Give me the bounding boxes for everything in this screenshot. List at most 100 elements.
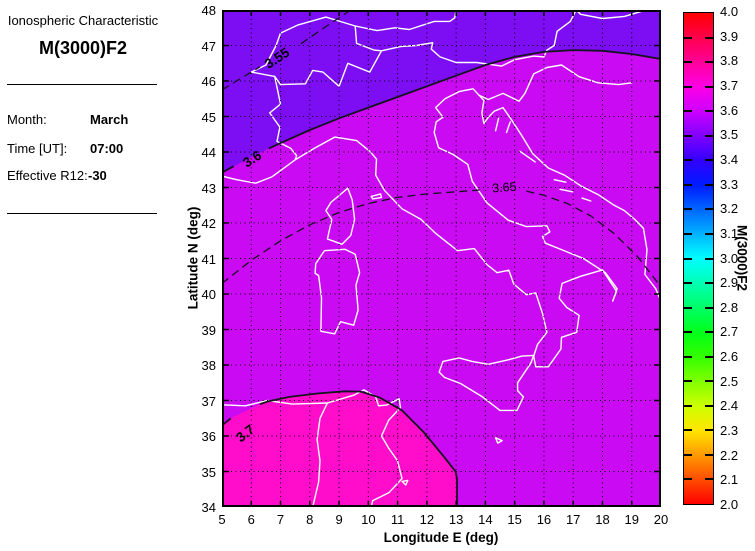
x-tick-label: 12 bbox=[419, 512, 435, 527]
coastline bbox=[370, 193, 383, 200]
colorbar-tick-label: 2.7 bbox=[720, 324, 739, 340]
x-tick-label: 13 bbox=[448, 512, 464, 527]
x-axis-label: Longitude E (deg) bbox=[383, 530, 499, 545]
time-value: 07:00 bbox=[90, 141, 124, 156]
colorbar-tick bbox=[705, 110, 713, 113]
colorbar-label: M(3000)F2 bbox=[734, 224, 750, 292]
x-tick-label: 11 bbox=[390, 512, 405, 527]
colorbar-tick bbox=[684, 232, 692, 235]
time-label: Time [UT]: bbox=[7, 141, 68, 156]
colorbar-tick-label: 3.6 bbox=[720, 102, 739, 118]
colorbar-tick bbox=[705, 61, 713, 64]
y-tick-label: 39 bbox=[201, 322, 216, 338]
colorbar-tick-label: 3.2 bbox=[720, 201, 739, 217]
colorbar-tick-label: 2.9 bbox=[720, 275, 739, 291]
divider-bottom bbox=[7, 213, 157, 214]
colorbar-tick-label: 3.9 bbox=[720, 28, 739, 44]
colorbar-tick bbox=[684, 306, 692, 309]
contour-line-3.65 bbox=[526, 190, 662, 288]
colorbar-tick-label: 3.0 bbox=[720, 250, 739, 266]
coastline bbox=[553, 179, 567, 183]
colorbar-tick bbox=[684, 282, 692, 285]
x-tick-label: 9 bbox=[335, 512, 343, 527]
x-tick-label: 17 bbox=[565, 512, 581, 527]
colorbar-tick bbox=[705, 85, 713, 88]
colorbar-tick bbox=[684, 208, 692, 211]
colorbar-tick bbox=[705, 134, 713, 137]
coastline bbox=[269, 75, 298, 161]
coastline bbox=[438, 354, 535, 412]
y-tick-label: 47 bbox=[201, 38, 216, 54]
r12-label: Effective R12: bbox=[7, 168, 88, 183]
colorbar-tick-label: 2.3 bbox=[720, 423, 739, 439]
colorbar-tick bbox=[684, 183, 692, 186]
colorbar-tick-label: 3.7 bbox=[720, 77, 739, 93]
colorbar-tick bbox=[684, 85, 692, 88]
y-tick-label: 34 bbox=[201, 500, 216, 515]
colorbar-tick bbox=[705, 355, 713, 358]
coastline bbox=[478, 64, 633, 102]
contour-label-3.65: 3.65 bbox=[492, 180, 517, 196]
colorbar-tick bbox=[705, 453, 713, 456]
coastline bbox=[221, 88, 662, 368]
y-tick-label: 37 bbox=[201, 393, 216, 409]
x-tick-label: 5 bbox=[218, 512, 226, 527]
coastline bbox=[380, 9, 577, 67]
coastline bbox=[494, 117, 500, 132]
colorbar-tick-label: 2.8 bbox=[720, 299, 739, 315]
coastline bbox=[494, 437, 503, 444]
colorbar-tick-label: 2.2 bbox=[720, 447, 739, 463]
x-tick-label: 8 bbox=[306, 512, 314, 527]
colorbar-tick bbox=[705, 208, 713, 211]
colorbar-tick bbox=[705, 36, 713, 39]
x-tick-label: 6 bbox=[247, 512, 255, 527]
colorbar-tick bbox=[705, 404, 713, 407]
month-row: Month: March bbox=[0, 112, 220, 128]
y-tick-label: 42 bbox=[201, 216, 216, 231]
colorbar-tick bbox=[684, 36, 692, 39]
coastline bbox=[312, 402, 329, 508]
r12-row: Effective R12: -30 bbox=[0, 168, 220, 184]
colorbar-tick bbox=[705, 306, 713, 309]
y-tick-label: 48 bbox=[201, 3, 216, 18]
colorbar-tick bbox=[684, 453, 692, 456]
colorbar-tick-label: 2.1 bbox=[720, 472, 739, 488]
colorbar-tick-label: 2.6 bbox=[720, 349, 739, 365]
coastline bbox=[354, 9, 457, 32]
colorbar-tick bbox=[684, 257, 692, 260]
x-tick-label: 19 bbox=[624, 512, 639, 527]
coastline bbox=[581, 197, 592, 202]
colorbar-tick bbox=[705, 380, 713, 383]
coastline bbox=[519, 150, 536, 163]
y-tick-label: 35 bbox=[201, 464, 216, 480]
y-tick-label: 36 bbox=[201, 429, 216, 444]
colorbar-tick bbox=[705, 257, 713, 260]
colorbar-tick bbox=[684, 355, 692, 358]
colorbar-tick bbox=[705, 331, 713, 334]
colorbar-tick-label: 3.4 bbox=[720, 151, 739, 167]
colorbar-tick-label: 3.1 bbox=[720, 225, 739, 241]
x-tick-label: 18 bbox=[595, 512, 610, 527]
colorbar-tick-label: 3.5 bbox=[720, 127, 739, 143]
colorbar-tick bbox=[705, 478, 713, 481]
colorbar-tick-label: 2.5 bbox=[720, 373, 739, 389]
colorbar-tick bbox=[705, 282, 713, 285]
colorbar-tick bbox=[684, 61, 692, 64]
coastline bbox=[221, 389, 403, 508]
colorbar-tick bbox=[684, 478, 692, 481]
y-tick-label: 45 bbox=[201, 109, 216, 125]
colorbar-tick bbox=[684, 110, 692, 113]
x-tick-label: 16 bbox=[536, 512, 552, 527]
coastline bbox=[314, 248, 361, 335]
y-tick-label: 40 bbox=[201, 287, 216, 302]
divider-top bbox=[7, 84, 157, 85]
month-value: March bbox=[90, 112, 129, 127]
colorbar-tick bbox=[684, 134, 692, 137]
colorbar-tick bbox=[705, 183, 713, 186]
contour-map: 3.55 3.6 3.65 3.7 bbox=[221, 9, 662, 508]
colorbar-tick bbox=[705, 232, 713, 235]
colorbar-tick bbox=[684, 404, 692, 407]
contour-line-3.7 bbox=[259, 390, 458, 507]
coastline bbox=[559, 188, 574, 193]
